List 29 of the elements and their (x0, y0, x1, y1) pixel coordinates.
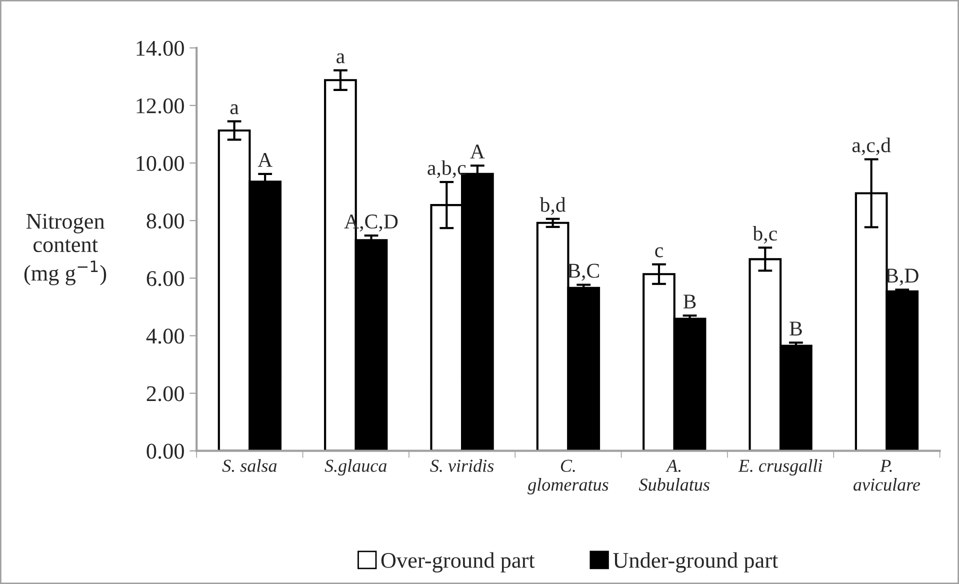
x-tick-label: S.glauca (324, 459, 387, 476)
y-tick-label: 6.00 (146, 271, 184, 286)
data-label: B (683, 294, 696, 308)
x-tick-label: S. viridis (430, 459, 494, 472)
y-tick-label: 10.00 (136, 156, 184, 172)
x-tick-label: S. salsa (222, 459, 277, 472)
data-label: a (230, 104, 239, 114)
y-tick-label: 14.00 (136, 40, 184, 56)
legend-label: Under-ground part (613, 552, 778, 572)
x-tick-label: P. aviculare (854, 460, 920, 491)
x-tick-label: A. Subulatus (638, 460, 710, 491)
x-tick-label: E. crusgalli (738, 459, 822, 476)
legend-label: Over-ground part (381, 552, 535, 572)
data-label: A (470, 144, 485, 158)
y-tick-label: 4.00 (146, 328, 184, 344)
data-label: b,d (540, 197, 566, 215)
y-tick-label: 8.00 (146, 214, 184, 229)
y-tick-label: 12.00 (136, 98, 184, 114)
data-label: a,c,d (852, 138, 891, 156)
data-label: c (655, 247, 663, 258)
y-tick-label: 2.00 (146, 386, 184, 402)
y-tick-label: 0.00 (146, 444, 184, 459)
data-label: a,b,c (428, 160, 466, 178)
data-label: a (336, 53, 345, 64)
x-tick-label: C. glomeratus (528, 460, 608, 494)
data-label: b,c (752, 226, 777, 244)
data-label: A (258, 152, 272, 167)
y-axis-title: Nitrogen content (mg g$^{−1}$) (24, 214, 106, 286)
data-label: B (790, 322, 802, 336)
